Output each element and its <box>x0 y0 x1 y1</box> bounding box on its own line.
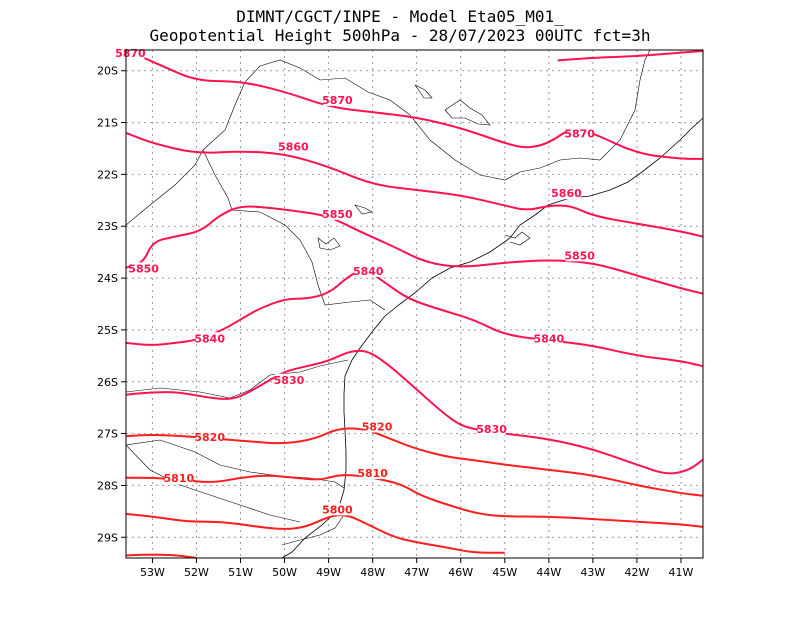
contour-5860 <box>126 131 703 238</box>
contour-labels: 5870 5870 5870 5860 5860 5850 5850 5850 5840 5840… <box>115 47 595 516</box>
contour-label-5870: 5870 <box>322 94 353 107</box>
y-tick-label: 22S <box>97 168 118 181</box>
state-border-ms-pr <box>202 149 233 211</box>
contour-5870 <box>126 50 703 160</box>
contour-label-5840: 5840 <box>353 265 384 278</box>
contour-5830 <box>126 349 703 475</box>
contour-label-bg <box>323 93 352 106</box>
y-tick-label: 27S <box>97 428 118 441</box>
contour-label-5800: 5800 <box>322 503 353 516</box>
contour-label-bg <box>129 262 158 275</box>
state-border-ms-sp <box>126 149 204 226</box>
contour-label-5810: 5810 <box>164 472 195 485</box>
reservoir-tiete <box>317 237 341 251</box>
state-border-pr-sc <box>126 359 349 399</box>
contour-label-bg <box>534 332 563 345</box>
contour-label-5840: 5840 <box>194 332 225 345</box>
x-tick-label: 52W <box>184 566 209 579</box>
y-tick-label: 24S <box>97 272 118 285</box>
contour-label-5820: 5820 <box>194 431 225 444</box>
contour-5810 <box>126 474 703 528</box>
contour-5790 <box>126 553 197 558</box>
x-tick-label: 53W <box>140 566 165 579</box>
contour-lines <box>126 50 703 558</box>
contour-label-bg <box>358 467 387 480</box>
contour-label-5830: 5830 <box>476 423 507 436</box>
reservoir-furnas <box>444 99 491 126</box>
contour-label-bg <box>164 472 193 485</box>
y-tick-label: 21S <box>97 117 118 130</box>
y-tick-label: 25S <box>97 324 118 337</box>
contour-label-bg <box>323 503 352 516</box>
contour-5800 <box>126 512 505 554</box>
contour-label-bg <box>323 207 352 220</box>
x-tick-label: 49W <box>316 566 341 579</box>
contour-label-5850: 5850 <box>322 208 353 221</box>
contour-label-bg <box>477 423 506 435</box>
contour-5870 <box>557 50 703 62</box>
y-tick-label: 26S <box>97 376 118 389</box>
contour-label-bg <box>354 264 383 277</box>
axis-ticks: 53W 52W 51W 50W 49W 48W 47W 46W 45W 44W 43W 42W 41W 2… <box>97 65 694 579</box>
contour-label-5820: 5820 <box>362 420 393 433</box>
state-border-mg-sp <box>202 59 521 181</box>
coastline <box>281 117 703 558</box>
state-border-sc-rs <box>126 439 345 489</box>
contour-label-5850: 5850 <box>564 249 595 262</box>
contour-label-5840: 5840 <box>534 332 565 345</box>
x-tick-label: 46W <box>448 566 473 579</box>
chart-title-line2: Geopotential Height 500hPa - 28/07/2023 … <box>149 26 651 45</box>
x-tick-label: 50W <box>272 566 297 579</box>
contour-label-bg <box>195 332 224 345</box>
state-border-pr-sp <box>231 209 386 311</box>
x-tick-label: 45W <box>492 566 517 579</box>
contour-label-5860: 5860 <box>278 140 309 153</box>
y-tick-label: 20S <box>97 65 118 78</box>
state-border-argentina <box>126 444 301 523</box>
contour-label-5850: 5850 <box>128 262 159 275</box>
reservoir-small <box>354 204 373 215</box>
x-tick-label: 44W <box>536 566 561 579</box>
y-tick-label: 28S <box>97 479 118 492</box>
y-tick-label: 23S <box>97 220 118 233</box>
y-tick-label: 29S <box>97 531 118 544</box>
contour-label-bg <box>279 140 308 153</box>
contour-label-5810: 5810 <box>357 467 388 480</box>
plot-frame <box>125 49 704 559</box>
contour-label-bg <box>565 249 594 262</box>
contour-label-bg <box>363 420 392 433</box>
x-tick-label: 48W <box>360 566 385 579</box>
contour-label-bg <box>195 430 224 443</box>
contour-label-bg <box>274 373 303 386</box>
x-tick-label: 43W <box>580 566 605 579</box>
lagoon-dos-patos <box>281 514 345 546</box>
contour-label-5870: 5870 <box>564 128 595 141</box>
contour-5840 <box>126 269 703 368</box>
chart-title-line1: DIMNT/CGCT/INPE - Model Eta05_M01_ <box>236 7 564 26</box>
x-tick-label: 47W <box>404 566 429 579</box>
contour-label-5870: 5870 <box>115 47 146 60</box>
contour-label-bg <box>552 187 581 200</box>
map-boundaries <box>126 50 703 558</box>
bay-guanabara <box>504 231 531 246</box>
contour-label-bg <box>565 127 594 140</box>
contour-label-5830: 5830 <box>274 374 305 387</box>
x-tick-label: 41W <box>669 566 694 579</box>
x-tick-label: 42W <box>624 566 649 579</box>
state-border-mg-es <box>519 50 651 173</box>
contour-label-5860: 5860 <box>551 187 582 200</box>
lake-rio-grande <box>414 84 433 99</box>
x-tick-label: 51W <box>228 566 253 579</box>
